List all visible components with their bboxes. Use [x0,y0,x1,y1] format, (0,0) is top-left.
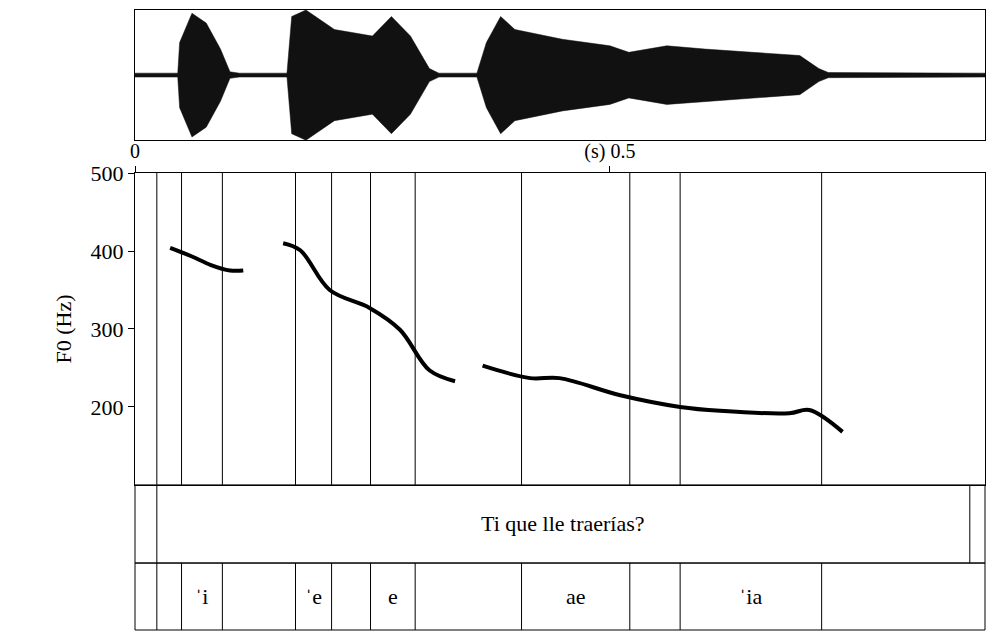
svg-text:F0 (Hz): F0 (Hz) [51,294,76,363]
svg-text:ˈi: ˈi [195,584,208,609]
svg-text:200: 200 [91,395,124,420]
svg-text:500: 500 [91,161,124,186]
svg-text:e: e [388,584,398,609]
svg-text:Ti que lle traerías?: Ti que lle traerías? [481,511,645,536]
svg-text:ae: ae [566,584,586,609]
svg-text:ˈia: ˈia [739,584,762,609]
svg-text:0: 0 [130,140,140,162]
svg-text:400: 400 [91,239,124,264]
svg-text:(s) 0.5: (s) 0.5 [584,140,635,163]
svg-text:ˈe: ˈe [305,584,322,609]
svg-text:300: 300 [91,317,124,342]
